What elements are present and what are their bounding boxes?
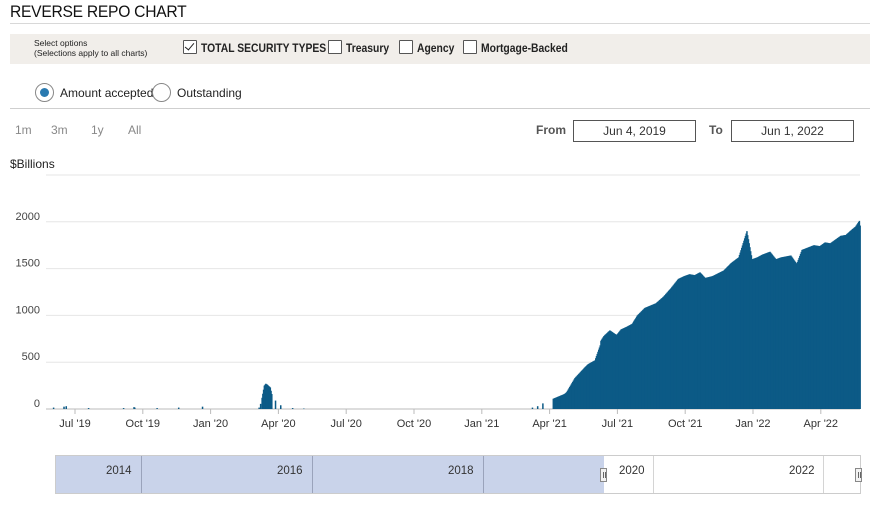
bar (303, 408, 305, 410)
x-tick-label: Jul '20 (330, 418, 361, 430)
bar (63, 406, 65, 409)
reverse-repo-chart: 0 500 1000 1500 2000 Jul '19 Oct '19 Jan '20 Apr… (16, 174, 861, 430)
checkbox-label: Treasury (346, 43, 390, 55)
bar (542, 403, 544, 409)
bar (258, 407, 260, 409)
checkbox-total-security-types[interactable]: TOTAL SECURITY TYPES (183, 40, 340, 55)
radio-label: Outstanding (177, 85, 242, 100)
to-label: To (709, 123, 723, 137)
checkbox-treasury[interactable]: Treasury (328, 40, 394, 55)
x-tick-label: Apr '21 (532, 418, 567, 430)
navigator-year-label: 2014 (106, 465, 132, 477)
radio-amount-accepted[interactable]: Amount accepted (35, 83, 153, 102)
options-hint-line1: Select options (34, 38, 88, 48)
navigator-year-label: 2020 (619, 465, 645, 477)
bar (859, 225, 861, 409)
navigator-year-label: 2018 (448, 465, 474, 477)
bar (279, 405, 282, 409)
checkbox-unchecked-icon[interactable] (399, 40, 413, 54)
x-tick-label: Oct '20 (397, 418, 432, 430)
y-tick-label: 500 (22, 351, 40, 363)
navigator-divider (823, 456, 824, 493)
navigator-divider (141, 456, 142, 493)
bar (291, 408, 294, 409)
x-tick-label: Oct '21 (668, 418, 703, 430)
x-tick-label: Jan '20 (193, 418, 228, 430)
to-date-input[interactable] (731, 120, 854, 142)
navigator-divider (483, 456, 484, 493)
radio-divider (10, 108, 870, 109)
x-tick-label: Jan '22 (735, 418, 770, 430)
navigator-right-handle-icon[interactable] (855, 468, 862, 482)
x-tick-label: Oct '19 (126, 418, 161, 430)
navigator-year-label: 2016 (277, 465, 303, 477)
radio-selected-icon[interactable] (35, 83, 54, 102)
bar (87, 408, 90, 409)
range-button-1y[interactable]: 1y (91, 123, 104, 137)
navigator-divider (653, 456, 654, 493)
bar (531, 407, 534, 409)
bar (122, 408, 125, 409)
checkbox-mortgage-backed[interactable]: Mortgage-Backed (463, 40, 578, 55)
options-hint-line2: (Selections apply to all charts) (34, 47, 148, 58)
options-hint: Select options (Selections apply to all … (34, 38, 148, 58)
navigator-left-handle-icon[interactable] (600, 468, 607, 482)
bar (274, 400, 277, 409)
bar (177, 407, 180, 409)
range-button-1m[interactable]: 1m (15, 123, 32, 137)
bar (201, 406, 204, 409)
navigator-divider (312, 456, 313, 493)
x-tick-label: Jul '21 (602, 418, 633, 430)
checkbox-unchecked-icon[interactable] (463, 40, 477, 54)
checkbox-unchecked-icon[interactable] (328, 40, 342, 54)
y-tick-label: 2000 (16, 211, 40, 223)
y-tick-label: 1000 (16, 304, 40, 316)
bar (65, 406, 68, 409)
checkbox-agency[interactable]: Agency (399, 40, 459, 55)
range-button-all[interactable]: All (128, 123, 142, 137)
radio-outstanding[interactable]: Outstanding (152, 83, 242, 102)
page-title: REVERSE REPO CHART (10, 2, 187, 21)
y-tick-label: 1500 (16, 258, 40, 270)
radio-unselected-icon[interactable] (152, 83, 171, 102)
from-label: From (536, 123, 566, 137)
checkbox-label: TOTAL SECURITY TYPES (201, 43, 327, 55)
bar (536, 406, 539, 409)
from-date-input[interactable] (573, 120, 696, 142)
y-tick-label: 0 (34, 398, 40, 410)
options-bar: Select options (Selections apply to all … (10, 34, 870, 64)
title-divider (10, 23, 870, 24)
range-button-3m[interactable]: 3m (51, 123, 68, 137)
x-tick-label: Jul '19 (59, 418, 90, 430)
x-tick-label: Apr '20 (261, 418, 296, 430)
navigator-selection[interactable] (56, 456, 604, 493)
bar (134, 407, 136, 409)
bar (52, 407, 55, 409)
checkbox-label: Agency (417, 43, 455, 55)
bar (156, 408, 158, 409)
y-axis-unit-label: $Billions (10, 157, 55, 171)
checkbox-label: Mortgage-Backed (481, 43, 568, 55)
x-tick-label: Apr '22 (804, 418, 839, 430)
bar (271, 394, 273, 409)
navigator[interactable]: 2014 2016 2018 2020 2022 (55, 455, 862, 494)
checkbox-checked-icon[interactable] (183, 40, 197, 54)
radio-label: Amount accepted (60, 85, 154, 100)
x-tick-label: Jan '21 (464, 418, 499, 430)
navigator-year-label: 2022 (789, 465, 815, 477)
bar (259, 403, 262, 409)
